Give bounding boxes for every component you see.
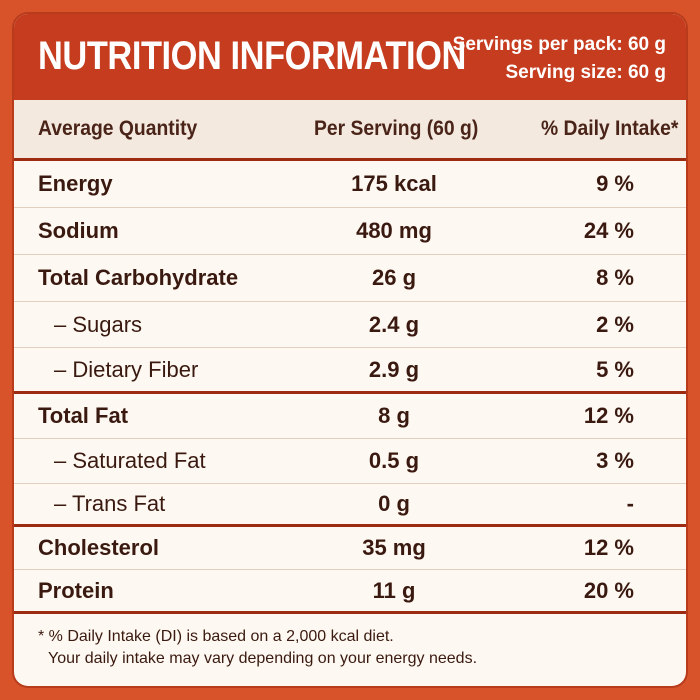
footnote: * % Daily Intake (DI) is based on a 2,00…: [38, 626, 668, 670]
nutrition-header: NUTRITION INFORMATION Servings per pack:…: [14, 14, 686, 100]
table-header: Average Quantity Per Serving (60 g) % Da…: [14, 100, 686, 161]
row-name: Protein: [38, 577, 114, 603]
table-row-cholesterol: Cholesterol 35 mg 12 %: [14, 527, 686, 570]
row-daily: 3 %: [596, 448, 634, 473]
row-daily: 20 %: [583, 577, 634, 603]
row-name: – Sugars: [54, 311, 143, 337]
row-daily: 12 %: [583, 403, 634, 428]
row-daily: 8 %: [596, 265, 634, 290]
row-value: 35 mg: [362, 535, 426, 560]
row-name: Total Fat: [38, 403, 129, 428]
row-value: 2.4 g: [368, 311, 420, 337]
row-daily: 12 %: [583, 535, 634, 560]
row-value: 0 g: [378, 491, 410, 516]
table-row-protein: Protein 11 g 20 %: [14, 570, 686, 614]
row-daily: 5 %: [596, 356, 634, 382]
footnote-line-2: Your daily intake may vary depending on …: [48, 650, 478, 667]
servings-per-pack: Servings per pack: 60 g: [452, 34, 666, 55]
row-value: 8 g: [378, 403, 410, 428]
table-row-total-fat: Total Fat 8 g 12 %: [14, 394, 686, 439]
row-daily: 24 %: [583, 218, 634, 243]
table-row-saturated-fat: – Saturated Fat 0.5 g 3 %: [14, 439, 686, 484]
table-row-energy: Energy 175 kcal 9 %: [14, 161, 686, 208]
table-row-sodium: Sodium 480 mg 24 %: [14, 208, 686, 255]
table-row-trans-fat: – Trans Fat 0 g -: [14, 484, 686, 527]
row-value: 480 mg: [356, 218, 432, 243]
row-name: Cholesterol: [38, 535, 160, 560]
column-header-per-serving: Per Serving (60 g): [314, 117, 479, 140]
row-value: 26 g: [371, 265, 417, 290]
row-value: 2.9 g: [368, 356, 420, 382]
row-daily: 9 %: [596, 171, 634, 196]
column-header-daily-intake: % Daily Intake*: [540, 117, 678, 140]
table-row-dietary-fiber: – Dietary Fiber 2.9 g 5 %: [14, 348, 686, 394]
column-header-average-quantity: Average Quantity: [38, 117, 198, 140]
row-name: – Dietary Fiber: [54, 356, 199, 382]
row-name: – Saturated Fat: [54, 448, 206, 473]
row-name: Sodium: [38, 218, 119, 243]
row-daily: 2 %: [596, 311, 634, 337]
row-value: 175 kcal: [351, 171, 437, 196]
nutrition-title: NUTRITION INFORMATION: [38, 34, 466, 78]
row-daily: -: [626, 491, 634, 516]
row-value: 11 g: [372, 577, 416, 603]
table-row-total-carbohydrate: Total Carbohydrate 26 g 8 %: [14, 255, 686, 302]
table-row-sugars: – Sugars 2.4 g 2 %: [14, 302, 686, 348]
row-name: Total Carbohydrate: [38, 265, 239, 290]
row-value: 0.5 g: [368, 448, 420, 473]
serving-size: Serving size: 60 g: [505, 62, 666, 83]
nutrition-panel: NUTRITION INFORMATION Servings per pack:…: [14, 14, 686, 686]
footnote-line-1: * % Daily Intake (DI) is based on a 2,00…: [38, 628, 394, 645]
row-name: Energy: [38, 171, 113, 196]
row-name: – Trans Fat: [54, 491, 166, 516]
